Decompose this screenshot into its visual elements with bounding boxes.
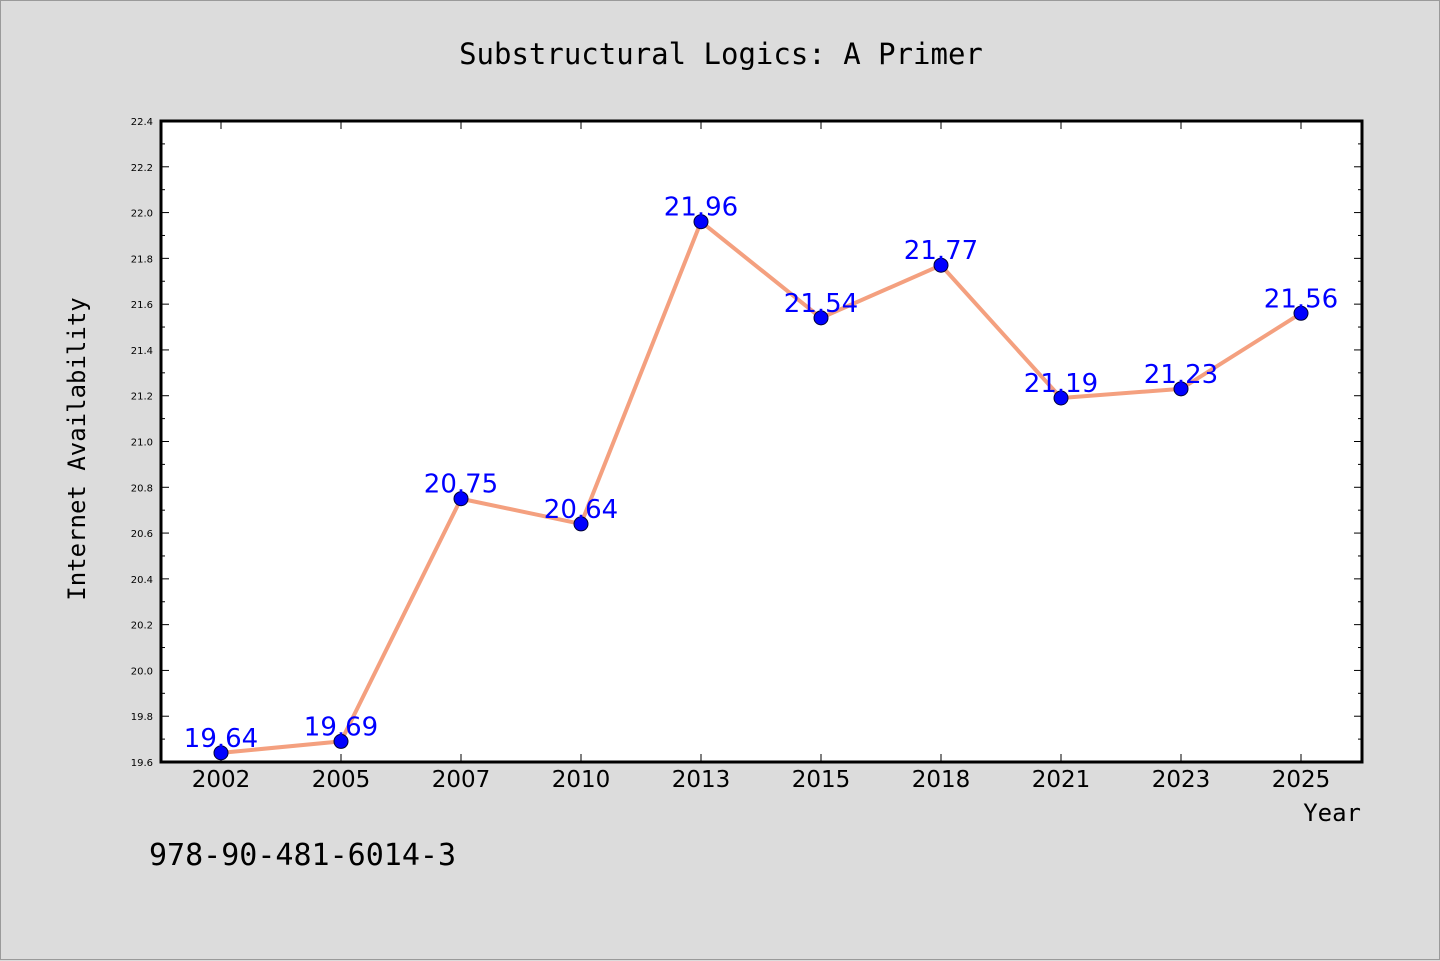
y-tick-label: 22.4 (131, 117, 153, 128)
y-tick-label: 20.6 (131, 529, 153, 540)
x-tick-label: 2021 (1032, 767, 1091, 793)
data-point (573, 516, 589, 532)
data-point (453, 491, 469, 507)
y-tick-label: 22.2 (131, 163, 153, 174)
y-tick-label: 20.8 (131, 483, 153, 494)
y-tick-label: 20.2 (131, 621, 153, 632)
data-labels: 19.64 19.69 20.75 20.64 21.96 21.54 21.77 21.19… (184, 193, 1338, 754)
x-tick-label: 2015 (792, 767, 851, 793)
x-tick-label: 2010 (552, 767, 611, 793)
data-label: 21.77 (904, 236, 978, 266)
y-tick-label: 21.6 (131, 300, 153, 311)
isbn-footer: 978-90-481-6014-3 (149, 838, 456, 873)
x-tick-label: 2002 (192, 767, 251, 793)
data-point (333, 733, 349, 749)
data-label: 20.75 (424, 470, 498, 500)
data-label: 19.69 (304, 712, 378, 742)
series-line (219, 219, 1303, 755)
x-axis-label: Year (1303, 799, 1361, 827)
y-tick-label: 20.0 (131, 666, 153, 677)
y-tick-label: 20.4 (131, 575, 153, 586)
x-axis-ticks: 2002 2005 2007 2010 2013 2015 2018 2021 2023 2025 (192, 121, 1331, 793)
y-tick-label: 21.8 (131, 254, 153, 265)
data-label: 21.54 (784, 289, 858, 319)
data-point (213, 745, 229, 761)
y-tick-label: 22.0 (131, 209, 153, 220)
y-tick-label: 21.0 (131, 438, 153, 449)
x-tick-label: 2007 (432, 767, 491, 793)
plot-frame (159, 119, 1364, 764)
data-label: 21.96 (664, 193, 738, 223)
series-line-group (219, 219, 1303, 755)
x-tick-label: 2005 (312, 767, 371, 793)
data-point (1053, 390, 1069, 406)
x-tick-label: 2025 (1272, 767, 1331, 793)
data-label: 21.23 (1144, 360, 1218, 390)
data-label: 21.56 (1264, 284, 1338, 314)
y-tick-label: 21.2 (131, 392, 153, 403)
data-point-markers (213, 214, 1309, 761)
data-point (933, 257, 949, 273)
data-point (1293, 305, 1309, 321)
data-label: 20.64 (544, 495, 618, 525)
x-tick-label: 2023 (1152, 767, 1211, 793)
chart-title: Substructural Logics: A Primer (459, 37, 983, 71)
data-label: 21.19 (1024, 369, 1098, 399)
x-tick-label: 2013 (672, 767, 731, 793)
x-tick-label: 2018 (912, 767, 971, 793)
y-tick-label: 19.8 (131, 712, 153, 723)
data-label: 19.64 (184, 724, 258, 754)
data-point (813, 310, 829, 326)
y-tick-label: 21.4 (131, 346, 153, 357)
y-axis-label: Internet Availability (63, 297, 91, 600)
y-tick-label: 19.6 (131, 758, 153, 769)
data-point (1173, 381, 1189, 397)
data-point (693, 214, 709, 230)
plot-area (161, 121, 1362, 762)
